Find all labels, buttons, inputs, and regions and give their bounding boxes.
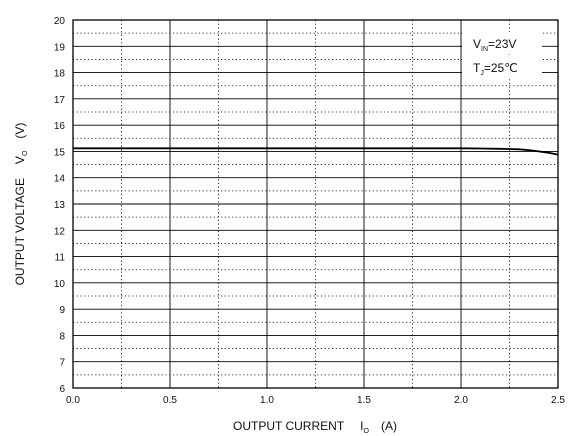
x-tick-label: 2.5 [551,395,565,406]
condition-tj: TJ=25℃ [473,61,518,77]
y-axis-title: OUTPUT VOLTAGE VO (V) [13,123,29,286]
legend-box-2 [462,57,542,79]
y-tick-label: 14 [54,174,66,185]
y-tick-labels: 6 7 8 9 10 11 12 13 14 15 16 17 18 19 20 [54,16,66,395]
plot-frame [72,19,559,389]
x-tick-label: 0.5 [163,395,177,406]
legend-box-1 [462,32,542,54]
condition-vin-value: =23V [488,37,516,51]
y-tick-label: 12 [54,226,66,237]
x-axis-sub: O [364,428,370,435]
x-tick-label: 1.5 [357,395,371,406]
y-axis-main: OUTPUT VOLTAGE [13,178,27,285]
y-axis-symbol: V [13,156,27,164]
y-tick-label: 15 [54,147,66,158]
conditions-legend: VIN=23V TJ=25℃ [462,32,542,79]
x-tick-label: 0.0 [66,395,80,406]
y-axis-sub: O [22,150,29,156]
series-group [73,147,559,156]
condition-tj-value: =25℃ [484,61,518,75]
condition-tj-symbol: T [473,61,481,75]
y-tick-label: 7 [59,358,65,369]
condition-tj-sub: J [480,70,484,77]
condition-vin: VIN=23V [473,37,516,53]
y-tick-label: 9 [59,305,65,316]
x-axis-symbol: I [360,419,363,433]
series-line-0 [73,147,559,156]
y-tick-label: 20 [54,16,66,27]
y-tick-label: 10 [54,279,66,290]
y-tick-label: 11 [55,253,66,264]
y-tick-label: 17 [54,95,66,106]
x-axis-main: OUTPUT CURRENT [233,419,345,433]
condition-vin-symbol: V [473,37,481,51]
x-tick-label: 1.0 [260,395,274,406]
x-axis-unit: (A) [381,419,397,433]
condition-vin-sub: IN [481,46,488,53]
y-tick-label: 13 [54,200,66,211]
y-axis-unit: (V) [13,123,27,139]
y-tick-label: 6 [59,384,65,395]
y-tick-label: 19 [54,42,66,53]
x-tick-label: 2.0 [454,395,468,406]
x-axis-title: OUTPUT CURRENT IO (A) [233,419,397,435]
x-tick-labels: 0.0 0.5 1.0 1.5 2.0 2.5 [66,395,565,406]
y-tick-label: 16 [54,121,66,132]
y-tick-label: 18 [54,69,66,80]
y-tick-label: 8 [59,331,65,342]
